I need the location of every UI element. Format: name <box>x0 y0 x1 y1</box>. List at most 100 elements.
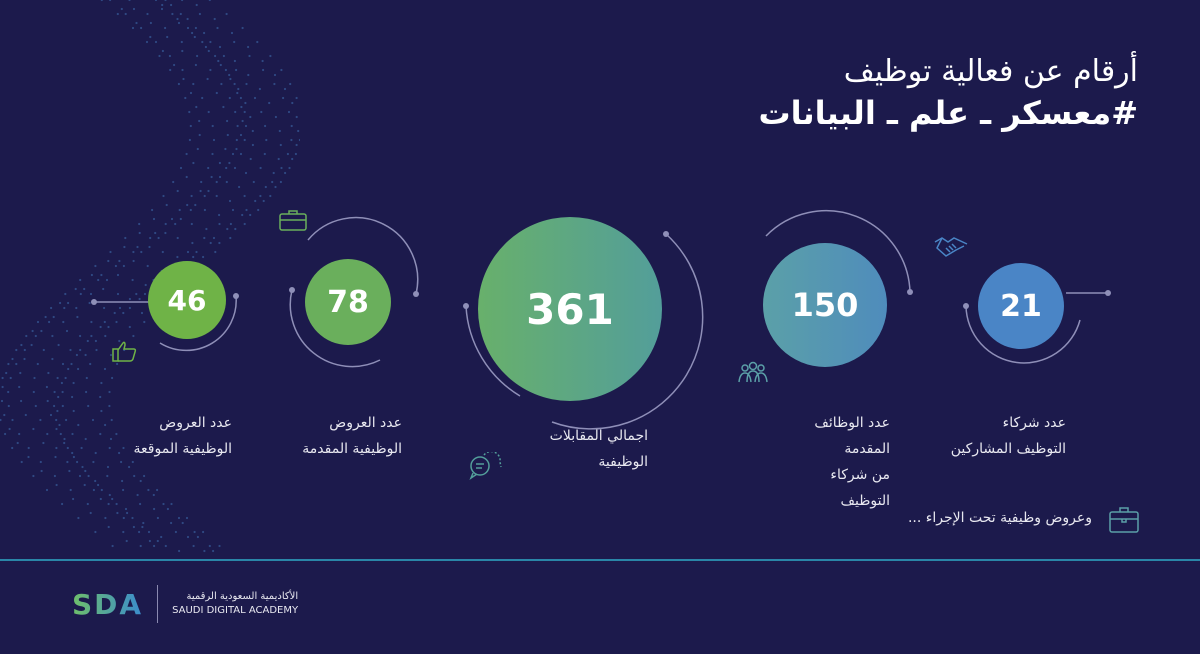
wave-dot <box>103 306 106 310</box>
wave-dot <box>84 353 87 357</box>
wave-dot <box>61 502 64 506</box>
wave-dot <box>11 357 14 361</box>
wave-dot <box>20 460 23 464</box>
wave-dot <box>36 362 39 366</box>
wave-dot <box>94 451 97 455</box>
wave-dot <box>72 455 75 459</box>
wave-dot <box>100 488 103 492</box>
wave-dot <box>198 119 201 123</box>
wave-dot <box>32 390 35 394</box>
wave-dot <box>99 432 102 436</box>
wave-dot <box>97 278 100 282</box>
thumbs-up-icon <box>112 341 137 362</box>
wave-dot <box>125 539 128 543</box>
wave-dot <box>120 7 123 11</box>
wave-dot <box>295 143 298 147</box>
wave-dot <box>136 493 139 497</box>
wave-dot <box>252 180 255 184</box>
wave-dot <box>233 166 237 170</box>
wave-dot <box>55 446 58 450</box>
wave-dot <box>215 194 218 198</box>
label-line: الوظيفية الموقعة <box>133 441 232 457</box>
wave-dot <box>108 404 111 408</box>
wave-dot <box>92 488 95 492</box>
wave-dot <box>233 82 236 86</box>
wave-dot <box>107 502 110 506</box>
wave-dot <box>203 31 206 35</box>
wave-dot <box>3 413 6 417</box>
wave-dot <box>234 110 237 114</box>
wave-dot <box>16 441 19 445</box>
wave-dot <box>103 320 106 324</box>
wave-dot <box>36 320 40 324</box>
wave-dot <box>244 171 248 175</box>
wave-dot <box>109 250 112 254</box>
wave-dot <box>108 493 111 497</box>
wave-dot <box>248 54 251 58</box>
wave-dot <box>205 227 208 231</box>
wave-dot <box>128 306 131 310</box>
wave-dot <box>274 115 277 119</box>
wave-dot <box>170 217 174 221</box>
wave-dot <box>32 427 35 431</box>
wave-dot <box>239 96 242 100</box>
wave-dot <box>186 17 189 21</box>
wave-dot <box>111 376 114 380</box>
sda-logo: SDA الأكاديمية السعودية الرقمية SAUDI DI… <box>72 585 298 623</box>
wave-dot <box>95 348 98 352</box>
wave-dot <box>63 441 66 445</box>
wave-dot <box>57 395 60 399</box>
wave-dot <box>128 0 131 2</box>
label-line: عدد العروض <box>159 415 232 431</box>
wave-dot <box>280 166 283 170</box>
wave-dot <box>54 455 57 459</box>
wave-dot <box>201 40 204 44</box>
wave-dot <box>277 157 280 161</box>
wave-dot <box>298 138 300 142</box>
wave-dot <box>87 404 90 408</box>
wave-dot <box>228 161 231 165</box>
wave-dot <box>274 185 277 189</box>
logo-separator <box>157 585 159 623</box>
wave-dot <box>224 147 227 151</box>
wave-dot <box>195 3 198 7</box>
wave-dot <box>156 516 159 520</box>
wave-dot <box>87 474 90 478</box>
wave-dot <box>189 124 192 128</box>
ring-150 <box>765 209 911 293</box>
wave-dot <box>84 437 87 441</box>
wave-dot <box>273 73 277 77</box>
wave-dot <box>280 68 283 72</box>
wave-dot <box>90 273 93 277</box>
wave-dot <box>181 0 184 2</box>
wave-dot <box>118 306 122 310</box>
wave-dot <box>18 385 21 389</box>
wave-dot <box>283 87 287 91</box>
wave-dot <box>189 91 193 95</box>
wave-dot <box>146 264 149 268</box>
wave-dot <box>116 511 119 515</box>
wave-dot <box>162 194 165 198</box>
wave-dot <box>30 343 33 347</box>
stat-label-offers-made: عدد العروض الوظيفية المقدمة <box>296 410 402 462</box>
wave-dot <box>138 222 141 226</box>
wave-dot <box>122 516 125 520</box>
wave-dot <box>193 35 196 39</box>
wave-dot <box>288 166 291 170</box>
wave-dot <box>203 549 206 553</box>
wave-dot <box>142 521 145 525</box>
wave-dot <box>106 465 110 469</box>
wave-dot <box>100 409 103 413</box>
wave-dot <box>149 21 152 25</box>
wave-dot <box>60 381 64 385</box>
wave-dot <box>116 292 120 296</box>
wave-dot <box>189 208 192 212</box>
wave-dot <box>139 502 142 506</box>
wave-dot <box>206 77 209 81</box>
wave-dot <box>218 222 221 226</box>
ring-dot <box>91 299 97 305</box>
wave-dot <box>161 3 164 7</box>
wave-dot <box>49 413 53 417</box>
wave-dot <box>57 343 60 347</box>
ring-dot <box>413 291 419 297</box>
